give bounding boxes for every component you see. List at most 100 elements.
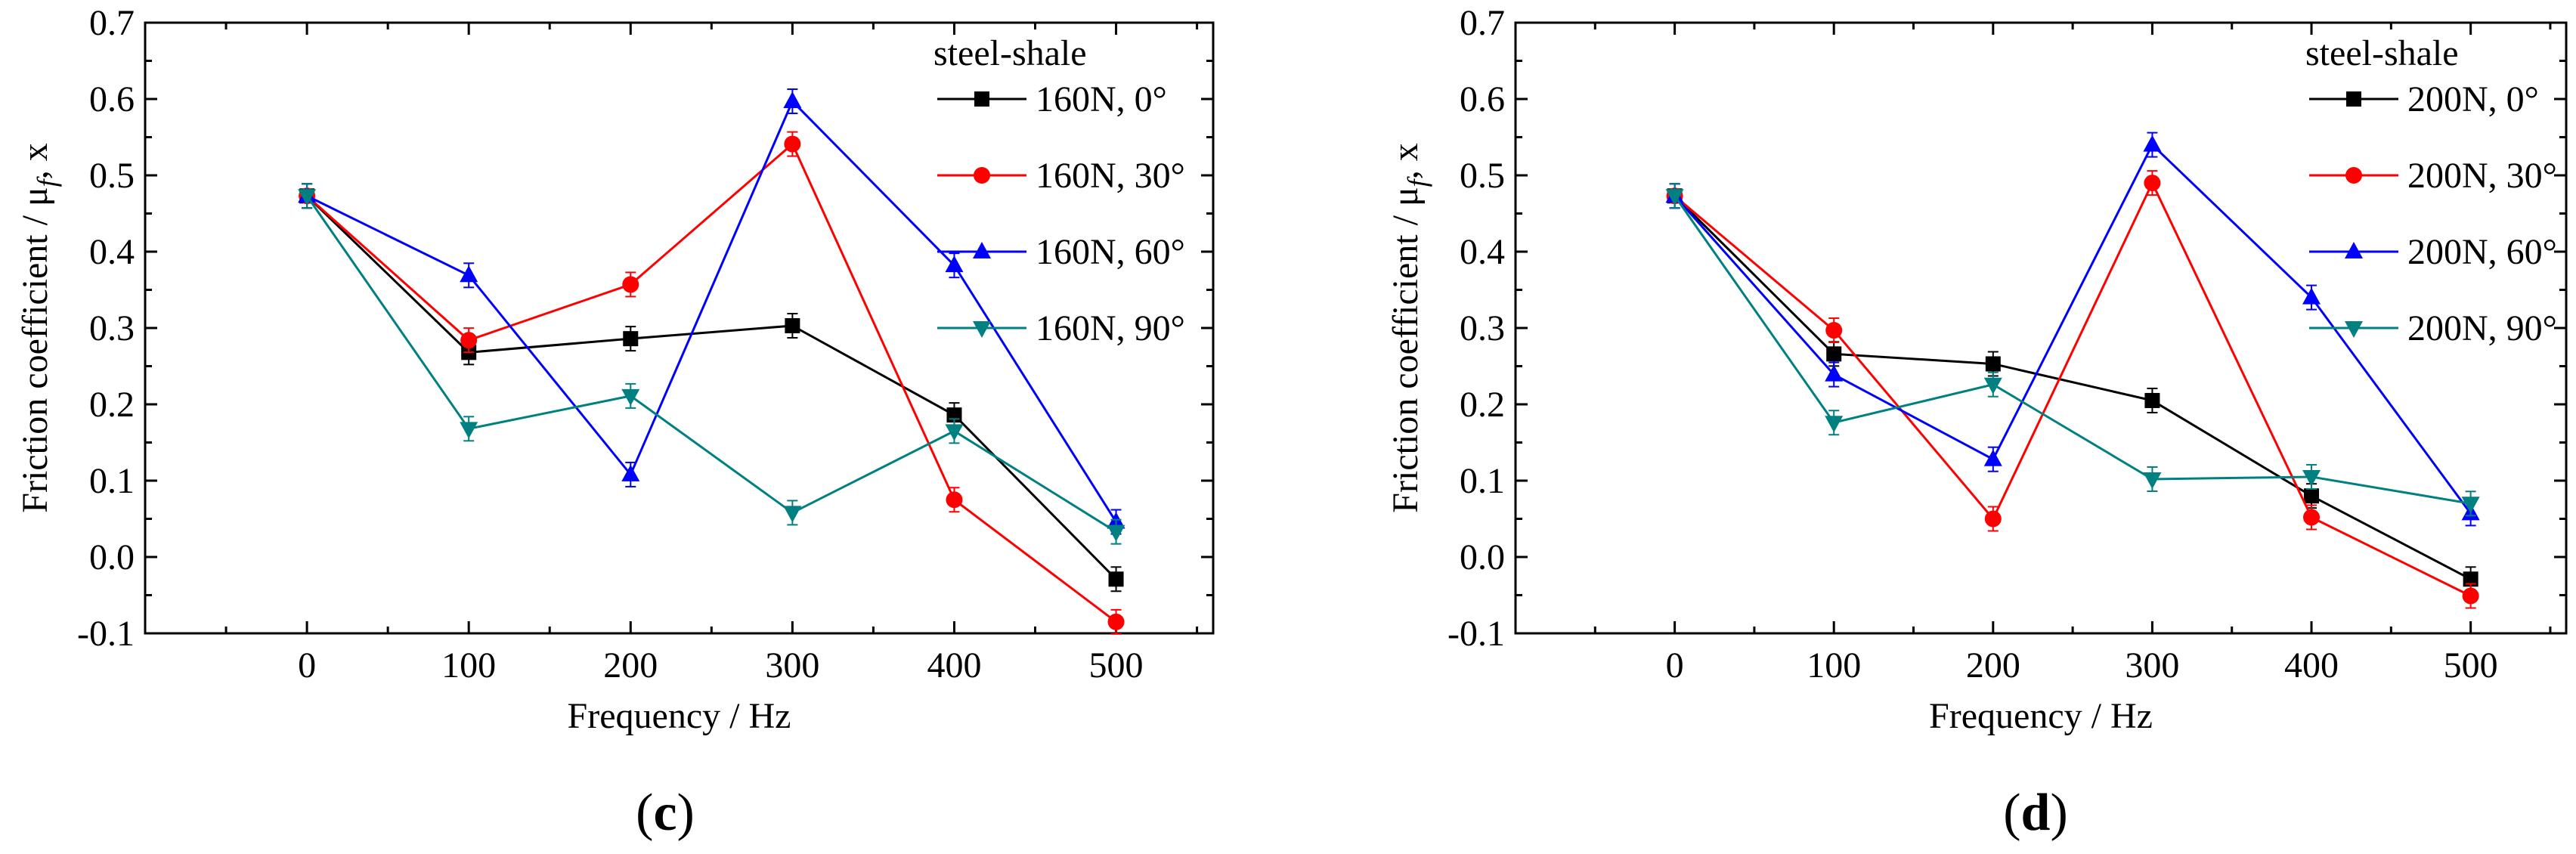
data-point — [621, 388, 640, 406]
data-point — [1107, 613, 1125, 630]
data-point — [945, 424, 964, 441]
y-tick-label: 0.2 — [89, 385, 135, 425]
y-tick-label: 0.7 — [1460, 3, 1505, 43]
legend-marker — [974, 167, 990, 184]
y-tick-label: 0.5 — [89, 156, 135, 196]
x-tick-label: 300 — [765, 645, 819, 685]
data-point — [783, 506, 802, 523]
data-point — [2143, 472, 2162, 489]
data-point — [1985, 356, 2001, 372]
chart-panel-d: -0.1 0.0 0.1 0.2 0.3 0.4 0.5 0.6 0.7 0 100 200 300 40… — [1386, 3, 2568, 842]
series-line — [305, 195, 1117, 533]
legend-label: 160N, 30° — [1036, 156, 1185, 196]
y-tick-label: -0.1 — [1447, 614, 1505, 654]
y-axis-title-suffix: , x — [15, 143, 55, 179]
y-tick-label: 0.1 — [1460, 461, 1505, 501]
data-point — [1825, 364, 1844, 382]
data-point — [1108, 571, 1124, 587]
data-point — [623, 331, 639, 347]
series-line — [1673, 143, 2472, 515]
data-point — [298, 189, 317, 206]
data-point — [2304, 488, 2320, 504]
data-point — [1825, 322, 1843, 339]
x-tick-label: 0 — [298, 645, 316, 685]
legend-label: 200N, 60° — [2407, 232, 2557, 272]
data-point — [2462, 587, 2479, 605]
data-point — [2143, 135, 2162, 152]
legend-marker — [973, 242, 991, 258]
chart-panel-c: -0.1 0.0 0.1 0.2 0.3 0.4 0.5 0.6 0.7 0 100 200 300 40… — [15, 3, 1215, 842]
data-point — [2144, 392, 2160, 408]
x-tick-label: 100 — [441, 645, 496, 685]
y-tick-label: 0.3 — [1460, 308, 1505, 348]
legend-label: 200N, 30° — [2407, 156, 2557, 196]
x-tick-label: 500 — [1089, 645, 1144, 685]
legend-marker — [2346, 91, 2361, 107]
legend-label: 160N, 60° — [1036, 232, 1185, 272]
x-tick-label: 100 — [1807, 645, 1861, 685]
legend-label: 160N, 90° — [1036, 308, 1185, 348]
data-point — [1665, 189, 1684, 206]
y-tick-label: 0.4 — [1460, 232, 1505, 272]
data-point — [946, 491, 963, 509]
series-1 — [299, 183, 1124, 593]
series-line — [306, 99, 1117, 523]
x-tick-label: 200 — [1966, 645, 2020, 685]
y-axis-title-main: Friction coefficient / μ — [1386, 187, 1426, 512]
data-point — [1983, 449, 2002, 466]
data-point — [945, 255, 964, 273]
panel-label-letter: d — [2021, 784, 2051, 842]
panel-label-close: ) — [677, 784, 695, 842]
panel-label-close: ) — [2050, 784, 2067, 842]
x-axis-title: Frequency / Hz — [568, 696, 791, 736]
series-2 — [299, 131, 1125, 635]
legend-title: steel-shale — [2305, 33, 2459, 73]
y-axis-title: Friction coefficient / μf, x — [15, 143, 62, 512]
panel-label-open: ( — [2003, 784, 2020, 842]
data-point — [460, 265, 478, 283]
panel-label: (d) — [2003, 784, 2068, 842]
data-point — [2463, 571, 2478, 587]
y-tick-label: 0.0 — [1460, 537, 1505, 577]
data-point — [460, 332, 478, 349]
series-4 — [1665, 183, 2480, 517]
series-line — [306, 142, 1117, 623]
series-3 — [298, 88, 1125, 535]
data-point — [460, 422, 478, 439]
data-point — [2303, 509, 2321, 526]
series-line — [1673, 195, 2471, 505]
panel-label-open: ( — [636, 784, 653, 842]
data-point — [1107, 524, 1125, 542]
panel-label: (c) — [636, 784, 695, 842]
series-2 — [1666, 170, 2479, 609]
data-point — [1826, 346, 1842, 362]
legend-label: 160N, 0° — [1036, 79, 1167, 119]
y-tick-label: 0.4 — [89, 232, 135, 272]
y-tick-label: 0.0 — [89, 537, 135, 577]
panel-label-letter: c — [653, 784, 677, 842]
data-point — [621, 464, 640, 481]
y-tick-label: -0.1 — [77, 614, 135, 654]
data-point — [1983, 377, 2002, 395]
data-point — [1825, 416, 1844, 433]
legend-marker — [973, 321, 991, 338]
y-tick-label: 0.2 — [1460, 385, 1505, 425]
legend-marker — [974, 91, 989, 107]
y-tick-label: 0.1 — [89, 461, 135, 501]
y-axis-title: Friction coefficient / μf, x — [1386, 143, 1432, 512]
legend-label: 200N, 0° — [2407, 79, 2539, 119]
data-point — [2302, 469, 2321, 487]
data-point — [785, 317, 800, 333]
x-axis-title: Frequency / Hz — [1929, 696, 2153, 736]
data-point — [2461, 497, 2480, 514]
y-axis-title-main: Friction coefficient / μ — [15, 187, 55, 512]
x-tick-label: 400 — [927, 645, 981, 685]
x-tick-label: 400 — [2284, 645, 2339, 685]
series-line — [1673, 195, 2472, 580]
data-point — [622, 276, 639, 293]
data-point — [2144, 175, 2161, 192]
legend-marker — [2345, 242, 2363, 258]
data-point — [784, 135, 801, 153]
